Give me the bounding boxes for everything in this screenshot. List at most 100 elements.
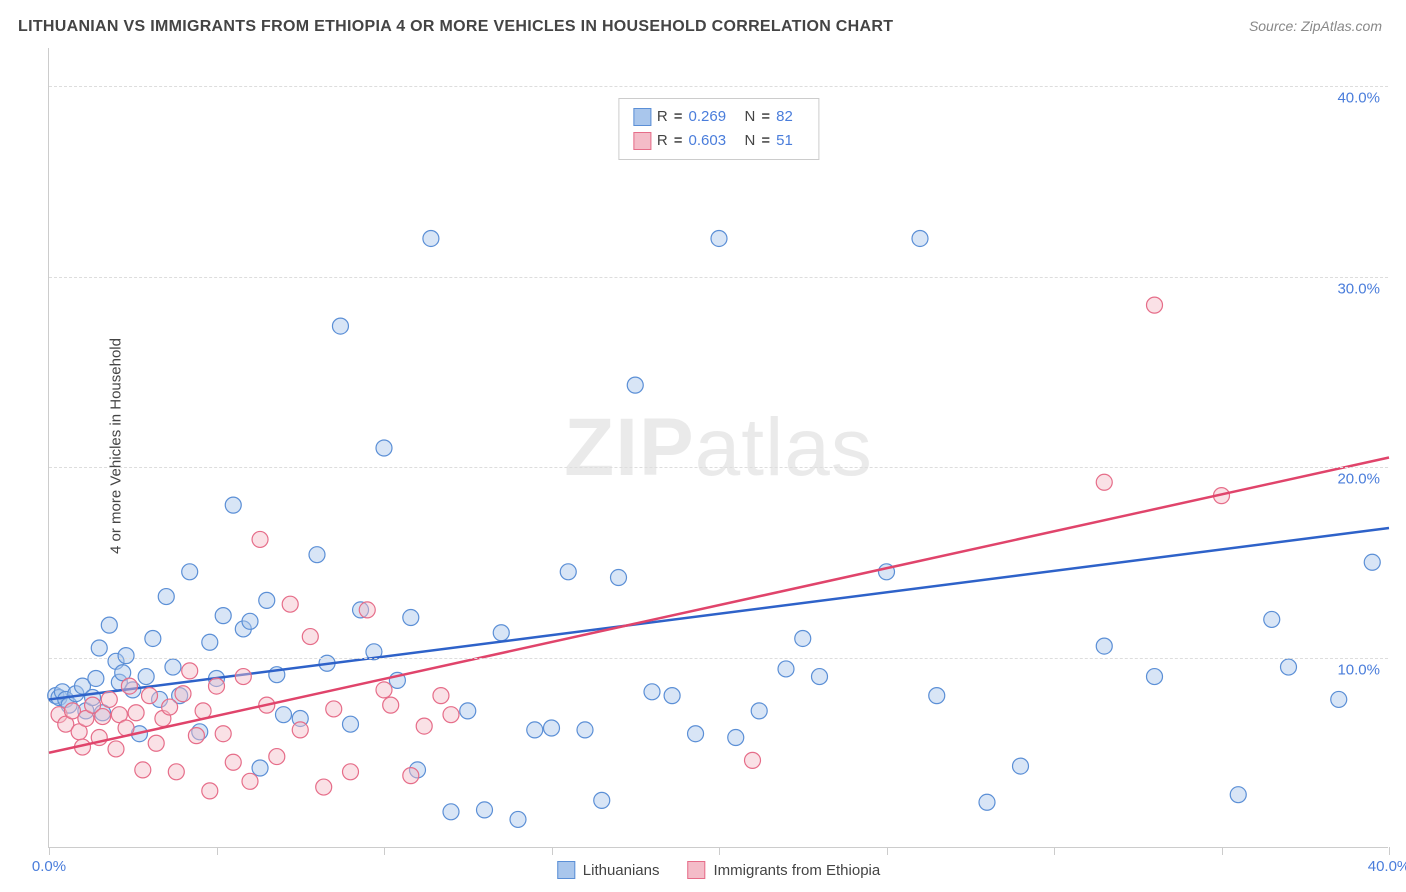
x-tick bbox=[217, 847, 218, 855]
correlation-legend: R = 0.269 N = 82 R = 0.603 N = 51 bbox=[618, 98, 819, 160]
swatch-series-1 bbox=[633, 108, 651, 126]
x-tick bbox=[1389, 847, 1390, 855]
scatter-point bbox=[242, 773, 258, 789]
scatter-point bbox=[101, 691, 117, 707]
scatter-point bbox=[202, 783, 218, 799]
scatter-point bbox=[711, 230, 727, 246]
eq-2: = bbox=[674, 129, 683, 153]
scatter-point bbox=[1096, 474, 1112, 490]
scatter-point bbox=[95, 709, 111, 725]
y-tick-label: 10.0% bbox=[1337, 661, 1380, 678]
scatter-point bbox=[812, 669, 828, 685]
scatter-point bbox=[101, 617, 117, 633]
scatter-point bbox=[688, 726, 704, 742]
scatter-point bbox=[912, 230, 928, 246]
x-tick bbox=[552, 847, 553, 855]
swatch-bottom-2 bbox=[688, 861, 706, 879]
scatter-point bbox=[182, 663, 198, 679]
scatter-point bbox=[1230, 787, 1246, 803]
scatter-point bbox=[383, 697, 399, 713]
legend-row-2: R = 0.603 N = 51 bbox=[633, 129, 804, 153]
gridline bbox=[49, 658, 1388, 659]
scatter-point bbox=[728, 730, 744, 746]
scatter-point bbox=[416, 718, 432, 734]
scatter-point bbox=[560, 564, 576, 580]
scatter-point bbox=[403, 768, 419, 784]
scatter-point bbox=[577, 722, 593, 738]
scatter-point bbox=[309, 547, 325, 563]
scatter-point bbox=[1364, 554, 1380, 570]
x-tick bbox=[887, 847, 888, 855]
scatter-point bbox=[108, 741, 124, 757]
scatter-point bbox=[91, 640, 107, 656]
x-tick bbox=[719, 847, 720, 855]
y-tick-label: 40.0% bbox=[1337, 90, 1380, 107]
scatter-point bbox=[343, 764, 359, 780]
scatter-point bbox=[135, 762, 151, 778]
scatter-point bbox=[376, 440, 392, 456]
x-tick-label: 0.0% bbox=[32, 858, 66, 875]
scatter-point bbox=[627, 377, 643, 393]
scatter-point bbox=[88, 670, 104, 686]
scatter-point bbox=[188, 728, 204, 744]
n-label-2: N bbox=[745, 129, 756, 153]
eq-2b: = bbox=[761, 129, 770, 153]
x-tick bbox=[1054, 847, 1055, 855]
gridline bbox=[49, 467, 1388, 468]
scatter-point bbox=[175, 686, 191, 702]
scatter-point bbox=[979, 794, 995, 810]
scatter-point bbox=[138, 669, 154, 685]
scatter-point bbox=[376, 682, 392, 698]
swatch-bottom-1 bbox=[557, 861, 575, 879]
x-tick bbox=[384, 847, 385, 855]
legend-item-2: Immigrants from Ethiopia bbox=[688, 861, 881, 879]
scatter-point bbox=[664, 688, 680, 704]
scatter-point bbox=[929, 688, 945, 704]
scatter-point bbox=[527, 722, 543, 738]
scatter-point bbox=[795, 630, 811, 646]
scatter-point bbox=[292, 722, 308, 738]
x-tick bbox=[49, 847, 50, 855]
scatter-point bbox=[1147, 297, 1163, 313]
scatter-point bbox=[1281, 659, 1297, 675]
scatter-point bbox=[145, 630, 161, 646]
swatch-series-2 bbox=[633, 132, 651, 150]
scatter-point bbox=[316, 779, 332, 795]
scatter-svg bbox=[49, 48, 1388, 847]
scatter-point bbox=[252, 760, 268, 776]
scatter-point bbox=[423, 230, 439, 246]
scatter-point bbox=[477, 802, 493, 818]
n-label-1: N bbox=[745, 105, 756, 129]
scatter-point bbox=[235, 669, 251, 685]
scatter-point bbox=[510, 811, 526, 827]
scatter-point bbox=[225, 497, 241, 513]
scatter-point bbox=[142, 688, 158, 704]
regression-line bbox=[49, 458, 1389, 753]
scatter-point bbox=[302, 629, 318, 645]
scatter-point bbox=[148, 735, 164, 751]
scatter-point bbox=[443, 707, 459, 723]
n-value-1: 82 bbox=[776, 105, 804, 129]
scatter-point bbox=[282, 596, 298, 612]
y-tick-label: 20.0% bbox=[1337, 471, 1380, 488]
scatter-point bbox=[544, 720, 560, 736]
scatter-point bbox=[745, 752, 761, 768]
legend-row-1: R = 0.269 N = 82 bbox=[633, 105, 804, 129]
scatter-point bbox=[332, 318, 348, 334]
scatter-point bbox=[252, 531, 268, 547]
scatter-point bbox=[343, 716, 359, 732]
scatter-point bbox=[128, 705, 144, 721]
series-1-name: Lithuanians bbox=[583, 862, 660, 879]
scatter-point bbox=[158, 589, 174, 605]
x-tick bbox=[1222, 847, 1223, 855]
scatter-point bbox=[326, 701, 342, 717]
scatter-point bbox=[1147, 669, 1163, 685]
scatter-point bbox=[168, 764, 184, 780]
scatter-point bbox=[225, 754, 241, 770]
scatter-point bbox=[162, 699, 178, 715]
n-value-2: 51 bbox=[776, 129, 804, 153]
scatter-point bbox=[1096, 638, 1112, 654]
gridline bbox=[49, 86, 1388, 87]
scatter-point bbox=[594, 792, 610, 808]
scatter-point bbox=[215, 608, 231, 624]
